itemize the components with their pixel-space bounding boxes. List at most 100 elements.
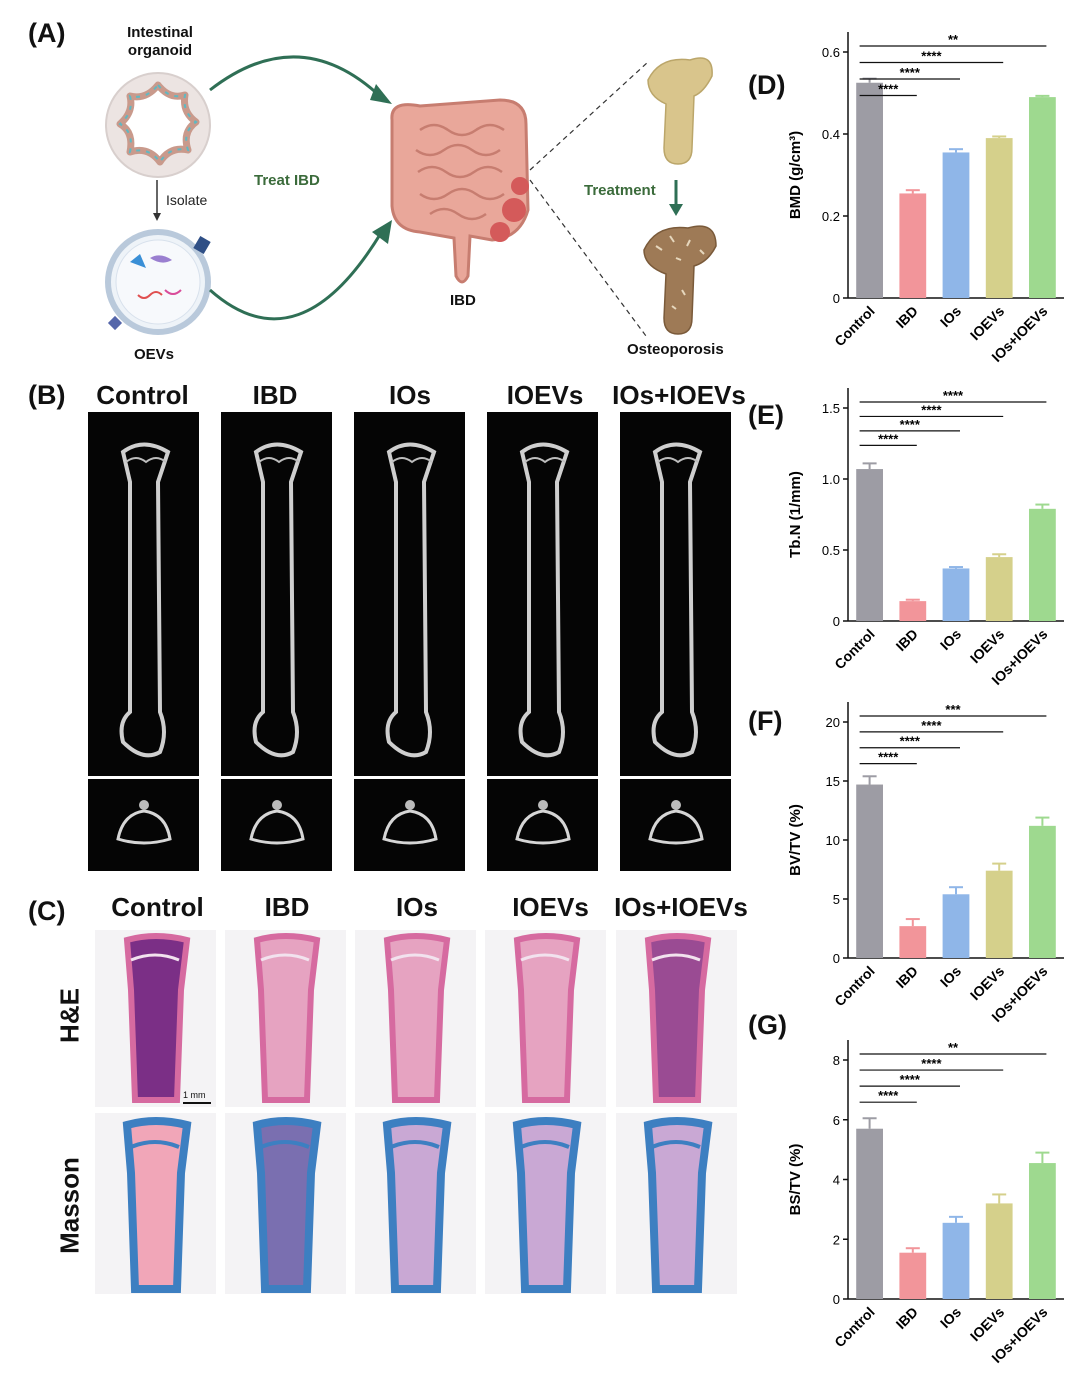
osteoporosis-label: Osteoporosis <box>627 341 724 358</box>
ct-longitudinal-4 <box>487 412 598 776</box>
chart-f-bar <box>985 870 1013 958</box>
chart-d-ytick-label: 0.6 <box>822 45 840 60</box>
oevs-label: OEVs <box>134 346 175 363</box>
chart-e-bar <box>1029 508 1056 621</box>
he-section-4 <box>485 930 606 1107</box>
chart-e-ylabel: Tb.N (1/mm) <box>787 471 804 558</box>
chart-g-bar <box>856 1128 883 1299</box>
chart-e-sig-label: **** <box>878 431 899 446</box>
treat-ibd-label: Treat IBD <box>254 172 320 189</box>
ct-header-ibd: IBD <box>252 380 298 410</box>
masson-section-4 <box>485 1113 606 1294</box>
chart-d-xtick-label: IOs <box>937 303 964 330</box>
he-section-3 <box>355 930 476 1107</box>
masson-section-3 <box>355 1113 476 1294</box>
ct-cross-section-5 <box>620 779 731 871</box>
chart-e-xtick-label: Control <box>831 626 878 673</box>
chart-g-sig-label: **** <box>921 1056 942 1071</box>
ct-header-control: Control <box>96 380 189 410</box>
chart-e-xtick-label: IOs <box>937 626 964 653</box>
chart-d-xtick-label: Control <box>831 303 878 350</box>
treatment-label: Treatment <box>584 182 656 199</box>
chart-d-ytick-label: 0.2 <box>822 209 840 224</box>
chart-d-xtick-label: IOEVs <box>967 303 1008 344</box>
chart-f-ytick-label: 10 <box>826 833 840 848</box>
chart-g-ytick-label: 4 <box>833 1173 840 1188</box>
chart-g-ytick-label: 6 <box>833 1113 840 1128</box>
intestine-illustration <box>390 98 530 284</box>
ibd-label: IBD <box>450 292 476 309</box>
panel-label-d: (D) <box>748 70 786 100</box>
ct-cross-section-4 <box>487 779 598 871</box>
chart-e-sig-label: **** <box>900 417 921 432</box>
masson-section-2 <box>225 1113 346 1294</box>
ct-longitudinal-3 <box>354 412 465 776</box>
hist-header-ios-ioevs: IOs+IOEVs <box>614 892 748 922</box>
chart-f-bar <box>942 894 970 958</box>
scale-bar <box>183 1102 211 1104</box>
chart-e-bar <box>899 601 927 621</box>
chart-f-bar <box>899 926 927 958</box>
hist-header-ios: IOs <box>396 892 438 922</box>
chart-g-sig-label: ** <box>948 1040 959 1055</box>
chart-g-xtick-label: IBD <box>893 1304 921 1332</box>
hist-header-control: Control <box>111 892 204 922</box>
ct-longitudinal-5 <box>620 412 731 776</box>
chart-d-bar <box>942 152 970 298</box>
healthy-bone-illustration <box>647 57 713 165</box>
chart-f-ylabel: BV/TV (%) <box>787 804 804 876</box>
chart-e-sig-label: **** <box>921 402 942 417</box>
chart-e-ytick-label: 0 <box>833 614 840 629</box>
hist-header-ibd: IBD <box>264 892 310 922</box>
panel-label-b: (B) <box>28 380 66 410</box>
scale-bar-label: 1 mm <box>183 1090 206 1100</box>
chart-f-bar <box>856 784 883 958</box>
chart-e-bar <box>985 557 1013 621</box>
ct-cross-section-3 <box>354 779 465 871</box>
panel-label-a: (A) <box>28 18 66 48</box>
chart-d-bar <box>985 138 1013 298</box>
chart-g-xtick-label: IOEVs <box>967 1304 1008 1345</box>
chart-g-ylabel: BS/TV (%) <box>787 1144 804 1216</box>
chart-d-sig-label: **** <box>921 48 942 63</box>
chart-f-ytick-label: 15 <box>826 774 840 789</box>
chart-g-xtick-label: Control <box>831 1304 878 1351</box>
chart-g-sig-label: **** <box>900 1072 921 1087</box>
oev-illustration <box>105 229 211 335</box>
chart-f-xtick-label: IOEVs <box>967 963 1008 1004</box>
he-section-1 <box>95 930 216 1107</box>
chart-f-sig-label: **** <box>921 718 942 733</box>
chart-e-bar <box>942 568 970 621</box>
he-section-2 <box>225 930 346 1107</box>
panel-label-f: (F) <box>748 706 783 736</box>
masson-section-1 <box>95 1113 216 1294</box>
chart-d-sig-label: **** <box>878 81 899 96</box>
chart-d-sig-label: **** <box>900 65 921 80</box>
chart-e-ytick-label: 1.0 <box>822 472 840 487</box>
hist-header-ioevs: IOEVs <box>512 892 589 922</box>
chart-g-bar <box>899 1252 927 1299</box>
chart-f-xtick-label: IOs <box>937 963 964 990</box>
schematic-diagram <box>105 55 717 337</box>
chart-f-sig-label: **** <box>900 734 921 749</box>
chart-f-ytick-label: 20 <box>826 715 840 730</box>
chart-d-ytick-label: 0.4 <box>822 127 840 142</box>
chart-g-ytick-label: 2 <box>833 1232 840 1247</box>
ct-longitudinal-1 <box>88 412 199 776</box>
chart-d-xtick-label: IBD <box>893 303 921 331</box>
chart-g-ytick-label: 0 <box>833 1292 840 1307</box>
organoid-label: Intestinal organoid <box>127 24 193 59</box>
chart-d-bar <box>856 82 883 298</box>
he-section-5 <box>616 930 737 1107</box>
panel-label-c: (C) <box>28 896 66 926</box>
chart-f-xtick-label: Control <box>831 963 878 1010</box>
chart-f-xtick-label: IBD <box>893 963 921 991</box>
chart-f-bar <box>1029 825 1056 958</box>
chart-g-bar <box>942 1222 970 1299</box>
chart-f-sig-label: *** <box>945 702 961 717</box>
chart-e-ytick-label: 1.5 <box>822 401 840 416</box>
ct-header-ioevs: IOEVs <box>506 380 584 410</box>
chart-e-xtick-label: IOEVs <box>967 626 1008 667</box>
ct-cross-section-2 <box>221 779 332 871</box>
chart-d-bar <box>1029 97 1056 298</box>
